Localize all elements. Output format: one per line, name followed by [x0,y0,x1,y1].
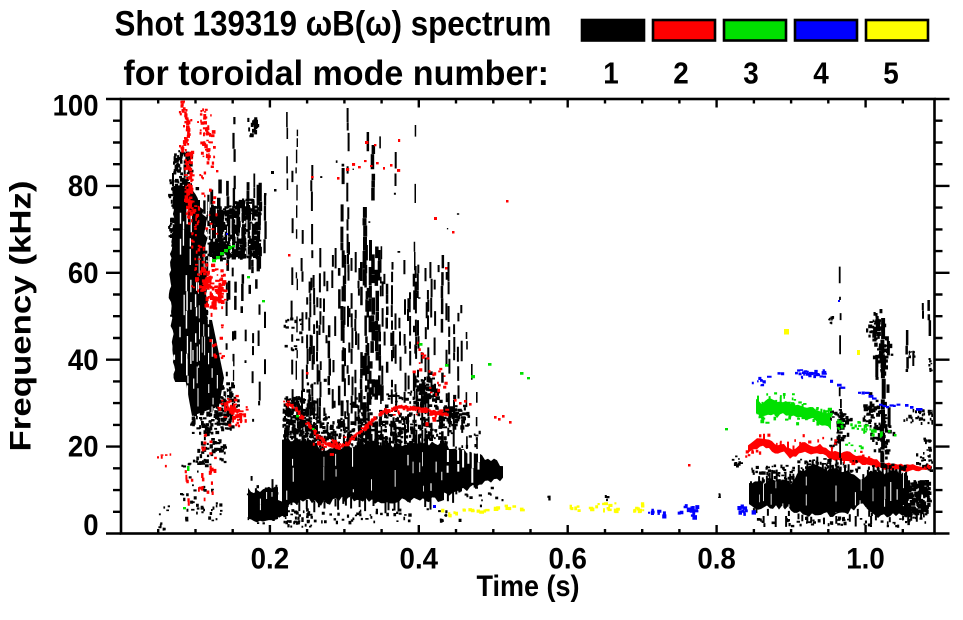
svg-text:5: 5 [883,56,899,91]
svg-text:60: 60 [68,257,99,290]
svg-text:1: 1 [603,56,619,91]
svg-text:0.6: 0.6 [548,542,587,575]
svg-text:Frequency (kHz): Frequency (kHz) [5,181,38,452]
svg-text:1.0: 1.0 [846,542,885,575]
svg-text:0.8: 0.8 [697,542,736,575]
svg-text:0.2: 0.2 [251,542,290,575]
svg-text:0.4: 0.4 [400,542,439,575]
svg-text:0: 0 [83,509,98,542]
svg-text:Shot 139319 ωB(ω) spectrum: Shot 139319 ωB(ω) spectrum [115,4,552,43]
svg-text:3: 3 [743,56,759,91]
svg-text:2: 2 [673,56,689,91]
svg-text:40: 40 [68,344,99,377]
svg-text:for toroidal mode number:: for toroidal mode number: [123,54,549,93]
svg-text:20: 20 [68,431,99,464]
svg-text:Time (s): Time (s) [477,570,580,603]
svg-text:4: 4 [813,56,829,91]
svg-text:100: 100 [53,90,99,123]
svg-text:80: 80 [68,170,99,203]
